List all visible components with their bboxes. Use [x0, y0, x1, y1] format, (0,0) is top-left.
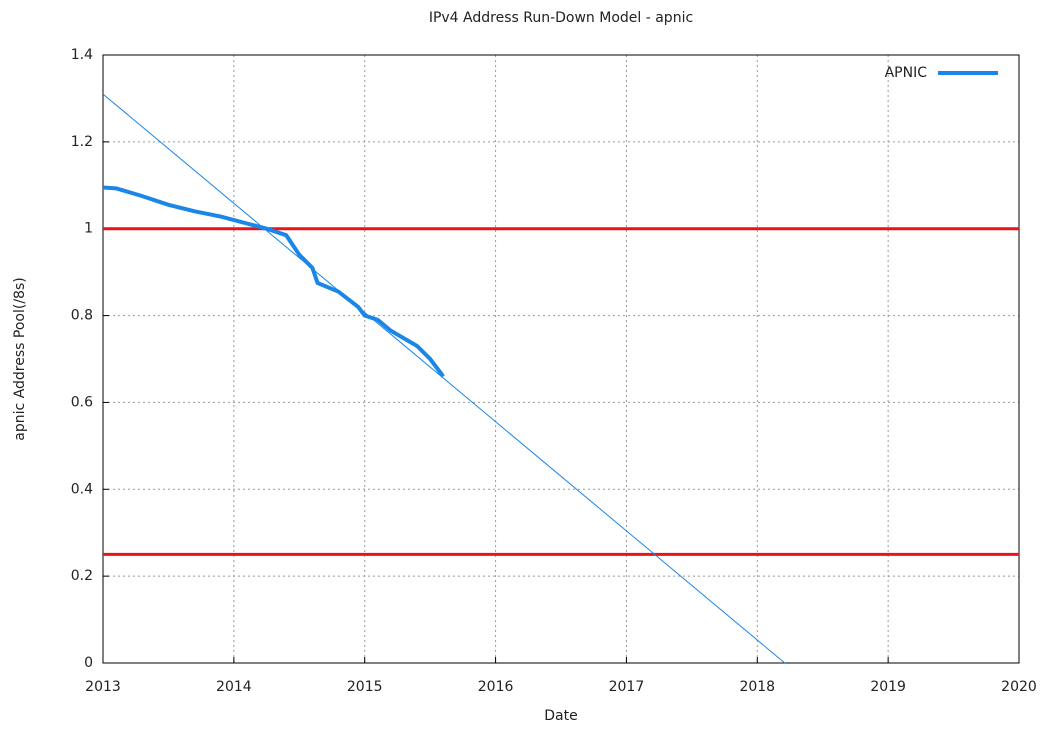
legend-label: APNIC [885, 65, 928, 81]
x-axis-label: Date [544, 708, 577, 724]
y-tick-label: 1.2 [71, 134, 93, 150]
y-tick-label: 0 [84, 655, 93, 671]
x-tick-label: 2018 [739, 679, 775, 695]
y-tick-label: 0.8 [71, 308, 93, 324]
x-tick-label: 2014 [216, 679, 252, 695]
y-tick-label: 1.4 [71, 47, 93, 63]
y-tick-label: 1 [84, 221, 93, 237]
x-tick-label: 2016 [478, 679, 514, 695]
y-tick-label: 0.4 [71, 481, 93, 497]
x-tick-label: 2019 [870, 679, 906, 695]
y-axis-label: apnic Address Pool(/8s) [12, 277, 28, 440]
x-tick-label: 2015 [347, 679, 383, 695]
y-tick-label: 0.2 [71, 568, 93, 584]
x-tick-label: 2017 [609, 679, 645, 695]
x-tick-label: 2013 [85, 679, 121, 695]
plot-frame [102, 54, 1020, 664]
chart-title: IPv4 Address Run-Down Model - apnic [429, 10, 693, 26]
data-line [102, 185, 445, 378]
x-tick-label: 2020 [1001, 679, 1037, 695]
y-tick-label: 0.6 [71, 394, 93, 410]
trend-line [102, 93, 786, 664]
